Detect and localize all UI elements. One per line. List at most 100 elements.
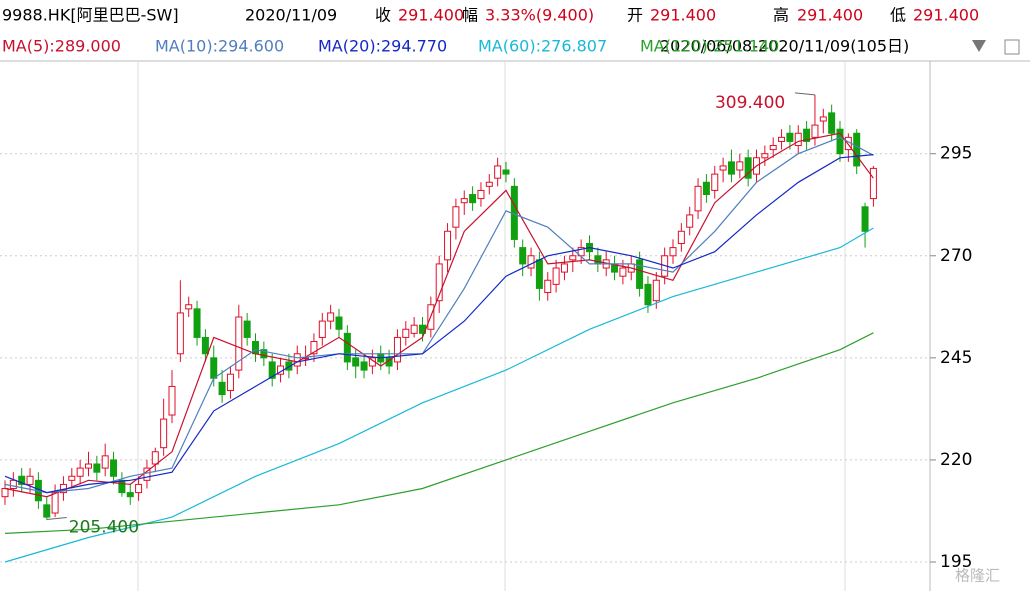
candle-body (794, 132, 802, 147)
candle-body (252, 341, 259, 355)
y-tick-label: 195 (940, 552, 972, 572)
candle-body (51, 492, 59, 514)
candle-body (502, 169, 510, 175)
candle-body (594, 255, 602, 265)
legend-entry: MA(10):294.600 (155, 37, 284, 56)
candle-body (644, 283, 652, 306)
candle-body (435, 263, 443, 302)
candle-body (736, 161, 744, 171)
ma-line (4, 132, 874, 498)
candle-body (201, 336, 209, 355)
candle-body (193, 308, 201, 338)
candle-body (494, 165, 502, 179)
candle-body (76, 467, 84, 477)
candle-body (26, 475, 34, 485)
high-label: 高 (773, 6, 789, 25)
candle-body (719, 165, 727, 171)
candle-body (1, 488, 9, 498)
candle-body (652, 279, 660, 302)
y-tick-label: 270 (940, 246, 972, 266)
y-tick-label: 245 (940, 348, 972, 368)
candle-body (110, 459, 118, 477)
candle-body (535, 259, 543, 289)
candle-body (293, 353, 301, 367)
date-range: 2020/06/08-2020/11/09(105日) (660, 37, 909, 56)
legend-entry: MA(5):289.000 (2, 37, 121, 56)
candles (1, 94, 877, 520)
candle-body (160, 418, 168, 449)
candle-body (243, 320, 251, 338)
y-tick-label: 295 (940, 144, 972, 164)
y-tick-label: 220 (940, 450, 972, 470)
candle-body (803, 128, 811, 142)
candle-body (168, 385, 176, 416)
candle-body (402, 328, 410, 338)
candle-body (669, 247, 677, 257)
ma-line (4, 154, 874, 494)
candle-body (702, 181, 710, 196)
candle-body (544, 279, 552, 294)
annotation: 205.400 (69, 518, 139, 538)
candle-body (327, 312, 335, 322)
candle-body (727, 161, 735, 175)
candle-body (460, 198, 468, 204)
ma-line (4, 227, 874, 563)
candle-body (343, 332, 351, 363)
candle-body (853, 132, 861, 167)
candle-body (9, 479, 17, 490)
candle-body (235, 316, 243, 371)
ma-line (4, 136, 874, 494)
candle-body (335, 316, 343, 330)
candle-body (151, 451, 159, 465)
candle-body (310, 341, 318, 355)
candle-body (819, 116, 827, 122)
candle-body (744, 157, 752, 179)
annotation-leader (794, 92, 815, 96)
candle-body (560, 263, 568, 273)
legend-entry: MA(60):276.807 (478, 37, 607, 56)
dropdown-icon[interactable] (972, 40, 986, 52)
candle-body (410, 324, 418, 334)
settings-icon[interactable] (1004, 39, 1020, 55)
candle-body (118, 479, 126, 494)
candle-body (218, 381, 226, 396)
candle-body (135, 483, 143, 494)
candle-body (519, 247, 527, 265)
candle-body (619, 267, 627, 277)
candle-body (126, 492, 134, 498)
candle-body (210, 357, 218, 379)
change-value: 3.33%(9.400) (485, 6, 594, 25)
candle-body (636, 259, 644, 289)
candle-body (226, 373, 234, 392)
candle-body (68, 475, 76, 481)
open-value: 291.400 (650, 6, 716, 25)
ma-line (4, 332, 874, 534)
candle-body (836, 128, 844, 155)
candle-body (260, 349, 268, 359)
candle-body (268, 361, 276, 379)
candle-body (85, 463, 92, 469)
candle-body (861, 206, 869, 232)
candle-body (527, 255, 535, 269)
high-value: 291.400 (797, 6, 863, 25)
candle-body (18, 475, 26, 485)
candle-body (552, 267, 560, 285)
watermark: 格隆汇 (955, 567, 1000, 585)
change-label: 幅 (462, 6, 478, 25)
open-label: 开 (627, 6, 643, 25)
legend-entry: MA(20):294.770 (318, 37, 447, 56)
low-label: 低 (890, 6, 906, 25)
symbol: 9988.HK[阿里巴巴-SW] (2, 6, 179, 25)
candle-body (360, 361, 368, 371)
close-value: 291.400 (398, 6, 464, 25)
legend-entry: MA(120):251.140 (640, 37, 779, 56)
candle-body (569, 255, 577, 261)
date: 2020/11/09 (245, 6, 337, 25)
low-value: 291.400 (913, 6, 979, 25)
annotation-leader (46, 517, 67, 521)
candle-body (176, 312, 184, 355)
candle-body (452, 206, 460, 228)
candle-body (786, 132, 794, 142)
annotation: 309.400 (715, 93, 785, 113)
